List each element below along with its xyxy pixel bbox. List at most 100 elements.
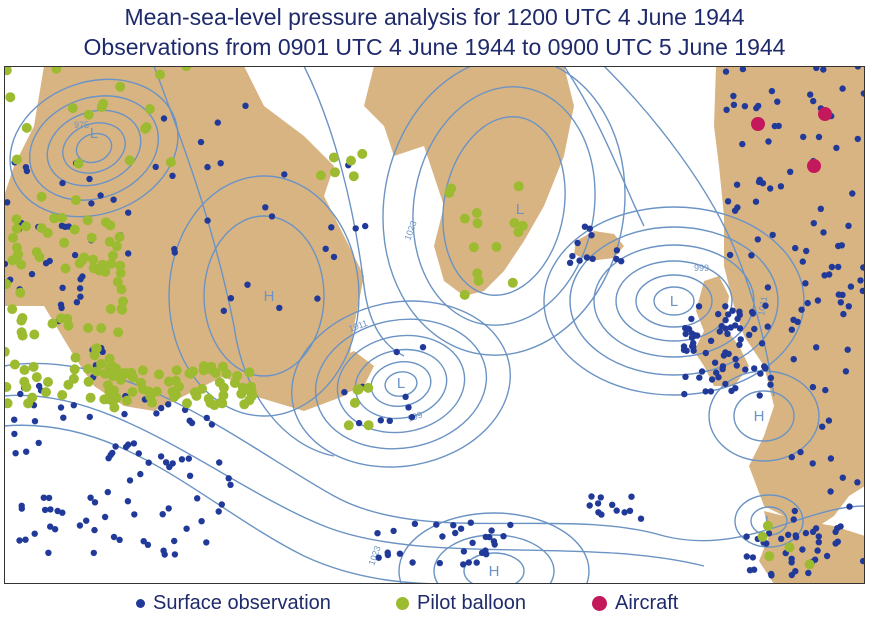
surface-observation-marker bbox=[110, 533, 118, 541]
isobar-line bbox=[603, 66, 775, 397]
land-greenland bbox=[364, 66, 574, 296]
surface-observation-marker bbox=[689, 343, 696, 350]
pilot-balloon-marker bbox=[137, 365, 148, 376]
surface-observation-marker bbox=[59, 284, 66, 291]
pilot-balloon-marker bbox=[472, 218, 483, 229]
surface-observation-marker bbox=[91, 526, 98, 534]
pilot-balloon-marker bbox=[181, 66, 192, 72]
surface-observation-marker bbox=[197, 138, 205, 146]
surface-observation-marker bbox=[767, 185, 774, 192]
pilot-balloon-marker bbox=[104, 353, 115, 364]
legend: Surface observation Pilot balloon Aircra… bbox=[0, 590, 869, 620]
pilot-balloon-marker bbox=[96, 358, 107, 369]
surface-observation-marker bbox=[90, 549, 98, 557]
surface-observation-marker bbox=[618, 258, 625, 265]
pilot-balloon-marker bbox=[757, 531, 768, 542]
surface-observation-marker bbox=[859, 287, 865, 295]
legend-surface: Surface observation bbox=[136, 592, 331, 615]
surface-observation-marker bbox=[71, 251, 79, 259]
surface-observation-marker bbox=[820, 66, 827, 73]
surface-observation-marker bbox=[767, 374, 775, 382]
surface-observation-marker bbox=[4, 199, 11, 206]
surface-observation-marker bbox=[457, 525, 465, 532]
surface-observation-marker bbox=[726, 251, 734, 259]
surface-observation-marker bbox=[777, 183, 785, 190]
surface-observation-marker bbox=[845, 303, 852, 310]
pilot-balloon-marker bbox=[85, 392, 96, 403]
pilot-balloon-marker bbox=[203, 393, 214, 404]
surface-observation-marker bbox=[86, 413, 94, 421]
surface-observation-marker bbox=[755, 102, 762, 110]
surface-observation-marker bbox=[695, 303, 703, 310]
surface-observation-marker bbox=[79, 273, 86, 280]
pilot-balloon-marker bbox=[4, 382, 12, 392]
surface-observation-marker bbox=[77, 293, 84, 300]
pilot-balloon-marker bbox=[83, 109, 94, 120]
surface-observation-marker bbox=[778, 535, 785, 542]
surface-observation-marker bbox=[22, 164, 30, 171]
surface-observation-marker bbox=[720, 352, 728, 359]
isobar-line bbox=[203, 215, 325, 377]
surface-observation-marker bbox=[51, 526, 59, 533]
pilot-balloon-marker bbox=[115, 81, 126, 92]
surface-observation-marker bbox=[145, 459, 152, 466]
surface-observation-marker bbox=[194, 495, 201, 502]
pilot-balloon-marker bbox=[218, 390, 229, 401]
pilot-balloon-marker bbox=[4, 398, 13, 409]
surface-observation-marker bbox=[281, 171, 288, 178]
surface-observation-marker bbox=[788, 326, 795, 333]
surface-observation-marker bbox=[70, 402, 78, 409]
surface-observation-marker bbox=[785, 531, 792, 538]
pilot-balloon-marker bbox=[507, 277, 518, 288]
surface-observation-marker bbox=[322, 245, 329, 252]
surface-observation-marker bbox=[698, 368, 706, 375]
surface-observation-marker bbox=[794, 318, 801, 325]
surface-observation-marker bbox=[588, 493, 595, 500]
surface-observation-marker bbox=[727, 324, 734, 331]
surface-observation-marker bbox=[125, 250, 132, 257]
surface-observation-marker bbox=[73, 299, 81, 306]
pilot-balloon-marker bbox=[218, 382, 229, 393]
pilot-balloon-marker bbox=[236, 388, 247, 399]
surface-observation-marker bbox=[832, 528, 839, 536]
surface-observation-marker bbox=[186, 472, 194, 479]
pilot-balloon-marker bbox=[82, 215, 93, 226]
pilot-balloon-marker bbox=[353, 384, 364, 395]
surface-observation-marker bbox=[637, 515, 645, 522]
isobar-line bbox=[62, 122, 126, 174]
isobar-line bbox=[382, 66, 626, 356]
surface-observation-marker bbox=[768, 572, 775, 579]
pilot-balloon-marker bbox=[315, 170, 326, 181]
surface-observation-marker bbox=[101, 513, 109, 521]
legend-surface-label: Surface observation bbox=[153, 592, 331, 614]
isobar-line bbox=[303, 66, 405, 357]
surface-observation-marker bbox=[500, 533, 507, 540]
surface-observation-marker bbox=[589, 255, 596, 262]
pilot-balloon-marker bbox=[31, 247, 42, 258]
pilot-balloon-marker bbox=[9, 359, 20, 370]
pilot-balloon-marker bbox=[56, 212, 67, 223]
surface-observation-marker bbox=[450, 522, 457, 529]
surface-observation-marker bbox=[465, 559, 472, 566]
surface-observation-marker bbox=[16, 537, 23, 544]
surface-observation-marker bbox=[161, 551, 168, 558]
pilot-balloon-marker bbox=[143, 386, 154, 397]
pilot-balloon-marker bbox=[16, 259, 27, 270]
pilot-balloon-marker bbox=[107, 250, 118, 261]
surface-observation-marker bbox=[405, 404, 412, 411]
surface-observation-marker bbox=[125, 441, 132, 448]
pilot-balloon-marker bbox=[17, 330, 28, 341]
pilot-balloon-marker bbox=[165, 157, 176, 168]
pilot-balloon-marker bbox=[115, 268, 126, 279]
surface-observation-marker bbox=[276, 304, 283, 312]
surface-observation-marker bbox=[762, 365, 769, 372]
surface-observation-marker bbox=[31, 530, 38, 537]
pilot-balloon-marker bbox=[4, 346, 10, 357]
surface-observation-marker bbox=[105, 455, 112, 462]
surface-observation-marker bbox=[751, 325, 758, 333]
surface-observation-marker bbox=[837, 299, 844, 306]
pilot-balloon-marker bbox=[147, 397, 157, 408]
surface-observation-marker bbox=[436, 559, 443, 567]
surface-observation-marker bbox=[586, 225, 593, 232]
pilot-balloon-marker bbox=[244, 395, 255, 406]
